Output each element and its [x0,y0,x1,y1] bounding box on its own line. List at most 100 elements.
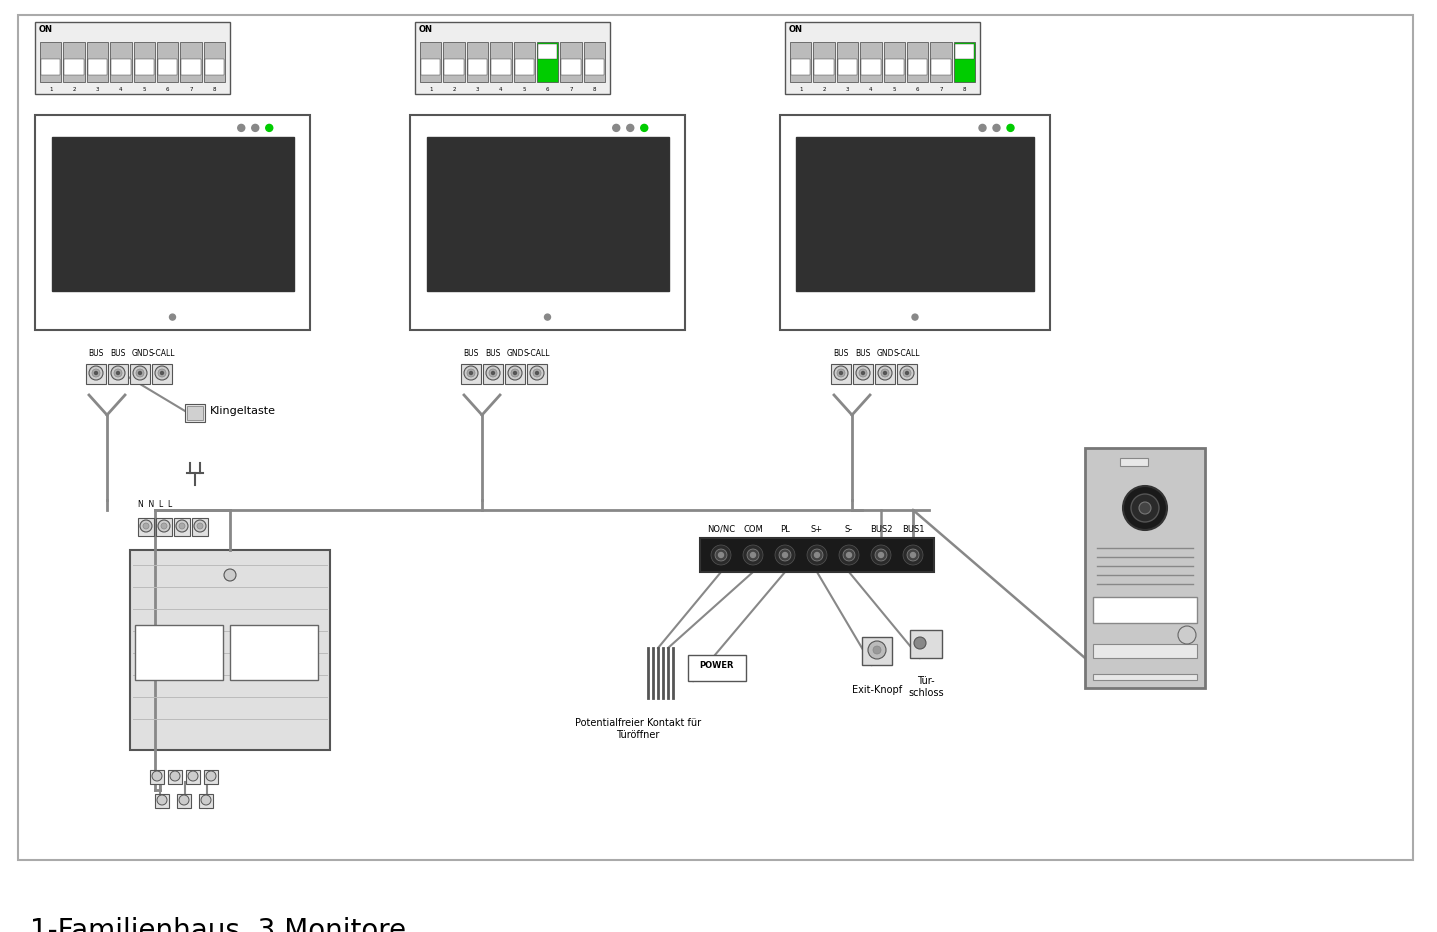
Circle shape [856,366,869,380]
Circle shape [201,795,211,805]
Bar [420,42,441,82]
Bar [527,364,547,384]
Circle shape [158,369,167,377]
Bar [149,770,164,784]
Bar [427,136,668,292]
Text: 1-Familienhaus, 3 Monitore: 1-Familienhaus, 3 Monitore [30,917,407,932]
Circle shape [139,520,152,532]
Circle shape [224,569,236,581]
Bar [88,60,108,75]
Bar [907,42,928,82]
Bar [86,42,108,82]
Text: 3: 3 [476,87,479,92]
Circle shape [808,545,828,565]
Circle shape [783,553,787,557]
Circle shape [747,549,759,561]
Bar [204,42,226,82]
Circle shape [844,549,855,561]
Bar [785,22,980,94]
Circle shape [810,549,823,561]
Bar [790,60,810,75]
Circle shape [237,124,244,131]
Circle shape [839,372,842,375]
Bar [42,60,60,75]
Bar [444,42,464,82]
Circle shape [836,369,845,377]
Circle shape [194,520,205,532]
Circle shape [900,366,914,380]
Circle shape [878,366,892,380]
Bar [514,60,535,75]
Bar [583,42,605,82]
Bar [468,60,487,75]
Circle shape [743,545,763,565]
Bar [111,60,131,75]
Bar [908,60,927,75]
Bar [157,42,178,82]
Bar [838,60,856,75]
Circle shape [833,366,848,380]
Text: 2: 2 [72,87,76,92]
Text: S-CALL: S-CALL [523,349,550,358]
Text: 2: 2 [453,87,456,92]
Bar [129,550,331,750]
Circle shape [509,366,522,380]
Circle shape [912,314,918,320]
Bar [157,518,172,536]
Circle shape [1007,124,1015,131]
Bar [65,60,83,75]
Text: BUS2: BUS2 [869,525,892,534]
Circle shape [612,124,619,131]
Circle shape [513,372,516,375]
Text: S-: S- [845,525,854,534]
Bar [504,364,525,384]
Circle shape [170,314,175,320]
Text: ON: ON [39,25,53,34]
Bar [204,770,218,784]
Bar [861,60,881,75]
Circle shape [175,520,188,532]
Text: 4: 4 [499,87,503,92]
Text: BUS: BUS [88,349,103,358]
Text: 7: 7 [940,87,943,92]
Text: S-CALL: S-CALL [149,349,175,358]
Circle shape [641,124,648,131]
Circle shape [902,545,923,565]
Circle shape [775,545,795,565]
Text: Potentialfreier Kontakt für
Türöffner: Potentialfreier Kontakt für Türöffner [575,718,701,740]
Bar [52,136,293,292]
Circle shape [188,771,198,781]
Bar [467,42,489,82]
Circle shape [95,372,98,375]
Text: 6: 6 [546,87,549,92]
Text: ON: ON [789,25,803,34]
Bar [181,60,201,75]
Bar [185,770,200,784]
Circle shape [180,523,185,529]
Circle shape [266,124,273,131]
Bar [177,794,191,808]
Bar [861,42,881,82]
Text: 1: 1 [799,87,802,92]
Bar [108,364,128,384]
Bar [135,60,154,75]
Circle shape [180,795,190,805]
Bar [204,60,224,75]
Circle shape [467,369,476,377]
Bar [421,60,440,75]
Text: S-CALL: S-CALL [894,349,920,358]
Circle shape [993,124,1000,131]
Circle shape [711,545,731,565]
Bar [174,518,190,536]
Circle shape [884,372,887,375]
Circle shape [779,549,790,561]
Circle shape [157,795,167,805]
Bar [831,364,851,384]
Bar [537,44,558,60]
Bar [815,60,833,75]
Bar [34,22,230,94]
Text: 4: 4 [119,87,122,92]
Bar [185,404,205,422]
Circle shape [1131,494,1160,522]
Bar [897,364,917,384]
